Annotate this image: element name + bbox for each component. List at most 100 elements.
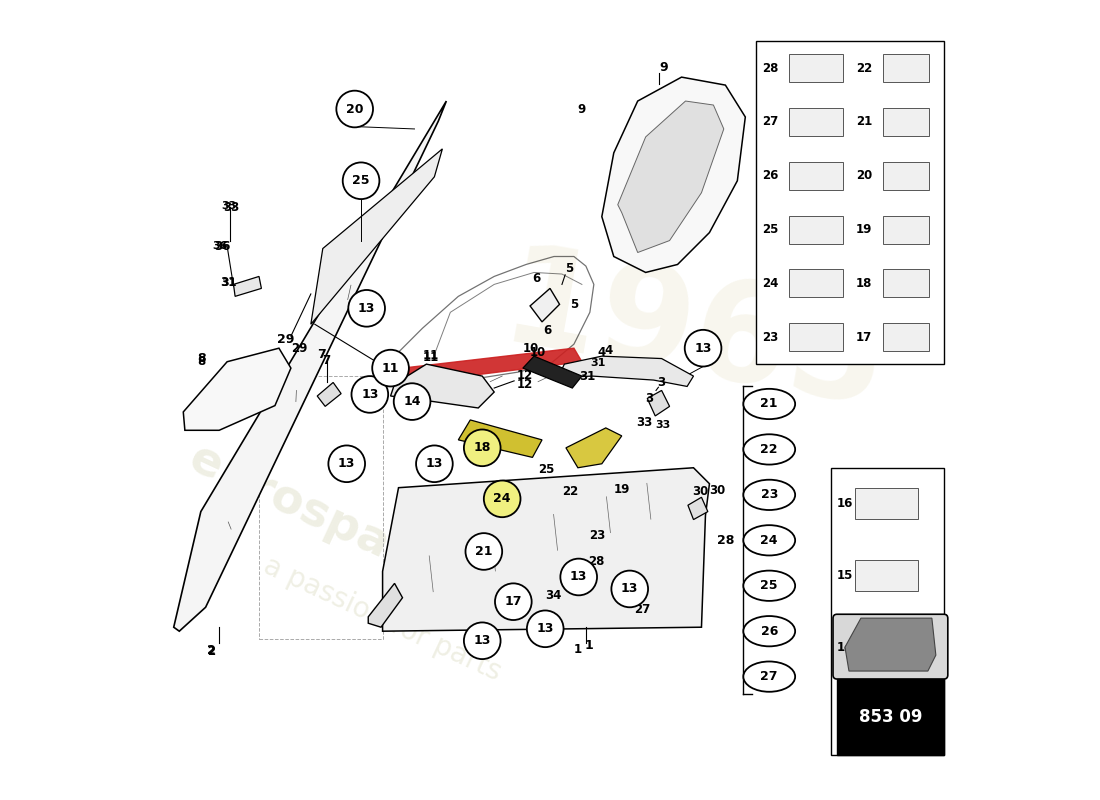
Text: 33: 33 (636, 416, 652, 429)
Circle shape (343, 162, 379, 199)
Text: 21: 21 (475, 545, 493, 558)
Text: 23: 23 (760, 488, 778, 502)
Polygon shape (233, 277, 262, 296)
Circle shape (465, 533, 503, 570)
Text: a passion for parts: a passion for parts (260, 552, 506, 686)
Ellipse shape (744, 525, 795, 555)
Text: 15: 15 (837, 569, 854, 582)
Circle shape (337, 90, 373, 127)
FancyBboxPatch shape (855, 560, 918, 590)
Text: 14: 14 (837, 641, 854, 654)
Bar (756, 42, 944, 364)
Text: 31: 31 (221, 278, 236, 288)
Polygon shape (558, 356, 693, 386)
Text: 5: 5 (565, 262, 573, 275)
Text: 36: 36 (212, 241, 228, 250)
Text: 11: 11 (382, 362, 399, 374)
Text: 24: 24 (494, 492, 510, 506)
Polygon shape (459, 420, 542, 458)
Text: 4: 4 (604, 344, 613, 357)
Text: 13: 13 (570, 570, 587, 583)
Text: 28: 28 (588, 554, 604, 567)
Polygon shape (618, 101, 724, 253)
Text: 27: 27 (762, 115, 779, 129)
Text: 2: 2 (207, 645, 216, 658)
Text: 1965: 1965 (492, 236, 895, 436)
FancyBboxPatch shape (789, 54, 843, 82)
Circle shape (484, 481, 520, 517)
Text: 18: 18 (856, 277, 872, 290)
Text: 13: 13 (621, 582, 638, 595)
Text: 8: 8 (198, 355, 206, 368)
Text: 30: 30 (692, 485, 708, 498)
Text: 19: 19 (856, 223, 872, 236)
Text: 13: 13 (837, 712, 854, 726)
Text: 13: 13 (361, 388, 378, 401)
Text: 24: 24 (762, 277, 779, 290)
Polygon shape (390, 364, 494, 408)
FancyBboxPatch shape (882, 270, 928, 298)
Text: 31: 31 (580, 370, 595, 382)
Text: 31: 31 (221, 276, 236, 290)
Polygon shape (845, 618, 936, 671)
FancyBboxPatch shape (882, 216, 928, 243)
Text: 6: 6 (543, 324, 552, 337)
Text: 13: 13 (358, 302, 375, 315)
FancyBboxPatch shape (833, 614, 948, 679)
Bar (830, 468, 944, 754)
Text: 33: 33 (656, 420, 671, 430)
Text: 22: 22 (856, 62, 872, 74)
Circle shape (684, 330, 722, 366)
Circle shape (495, 583, 531, 620)
Text: 27: 27 (635, 603, 650, 616)
Circle shape (349, 290, 385, 326)
FancyBboxPatch shape (789, 162, 843, 190)
Text: 10: 10 (522, 342, 539, 355)
Text: 21: 21 (856, 115, 872, 129)
Text: 36: 36 (214, 240, 231, 253)
Polygon shape (602, 77, 746, 273)
Circle shape (560, 558, 597, 595)
Polygon shape (530, 288, 560, 322)
Text: 23: 23 (588, 529, 605, 542)
Text: 1: 1 (584, 638, 593, 652)
Text: 12: 12 (516, 378, 532, 390)
Text: 7: 7 (317, 348, 326, 361)
Polygon shape (688, 498, 708, 519)
Text: 13: 13 (426, 458, 443, 470)
Text: 18: 18 (473, 442, 491, 454)
Text: 1: 1 (574, 643, 582, 656)
Text: 853 09: 853 09 (859, 708, 922, 726)
Circle shape (464, 430, 500, 466)
Text: 13: 13 (338, 458, 355, 470)
FancyBboxPatch shape (855, 704, 918, 734)
Text: 30: 30 (710, 484, 726, 497)
Circle shape (527, 610, 563, 647)
Text: 22: 22 (562, 485, 579, 498)
FancyBboxPatch shape (882, 323, 928, 351)
Text: 11: 11 (422, 351, 439, 364)
Text: 5: 5 (570, 298, 578, 311)
Text: 31: 31 (590, 358, 605, 368)
Circle shape (416, 446, 453, 482)
FancyBboxPatch shape (882, 54, 928, 82)
Text: 22: 22 (760, 443, 778, 456)
Text: 26: 26 (760, 625, 778, 638)
Text: 3: 3 (658, 376, 666, 389)
Text: 9: 9 (659, 61, 668, 74)
Text: 11: 11 (422, 349, 439, 362)
Text: 17: 17 (505, 595, 522, 608)
Text: 7: 7 (322, 354, 331, 366)
FancyBboxPatch shape (882, 108, 928, 136)
Text: 8: 8 (197, 352, 206, 365)
Polygon shape (368, 583, 403, 627)
Polygon shape (311, 149, 442, 324)
Text: 3: 3 (646, 392, 653, 405)
Polygon shape (317, 382, 341, 406)
Polygon shape (403, 348, 582, 382)
Text: 4: 4 (597, 346, 606, 358)
Text: 21: 21 (760, 398, 778, 410)
Circle shape (372, 350, 409, 386)
Text: 25: 25 (760, 579, 778, 592)
Text: 27: 27 (760, 670, 778, 683)
